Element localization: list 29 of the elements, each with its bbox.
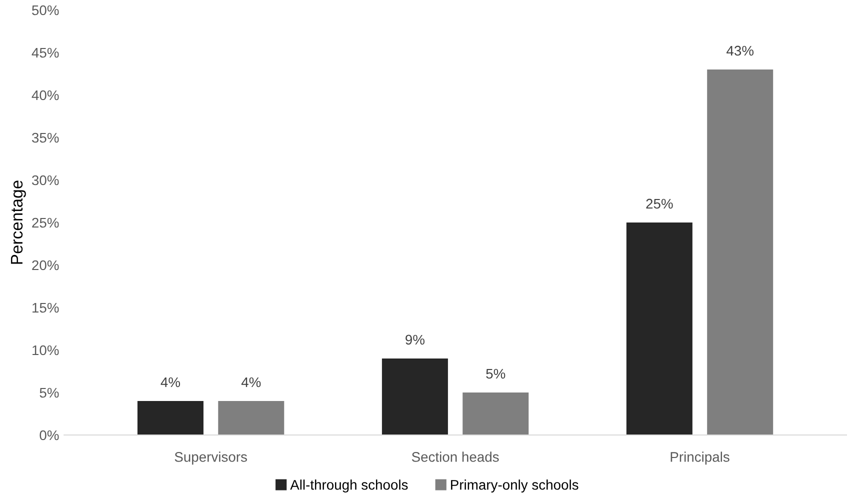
bar: [218, 401, 284, 435]
data-label: 5%: [486, 368, 506, 379]
y-tick-label: 50%: [32, 5, 59, 16]
y-tick-label: 10%: [32, 345, 59, 356]
legend-label: Primary-only schools: [451, 480, 578, 492]
data-label: 43%: [726, 46, 754, 56]
data-label: 25%: [646, 198, 673, 209]
x-tick-label: Section heads: [412, 452, 499, 462]
y-tick-label: 40%: [32, 90, 59, 100]
legend-label: All-through schools: [290, 480, 408, 492]
y-tick-label: 25%: [32, 218, 59, 228]
y-tick-label: 20%: [32, 260, 59, 270]
y-tick-label: 0%: [40, 430, 59, 440]
y-axis-title: Percentage: [10, 180, 26, 264]
y-tick-label: 30%: [32, 175, 59, 186]
bar: [626, 222, 692, 435]
y-tick-label: 35%: [32, 132, 59, 143]
bar: [382, 358, 448, 435]
y-tick-label: 15%: [32, 302, 59, 313]
y-tick-label: 45%: [32, 48, 59, 58]
x-tick-label: Principals: [670, 452, 730, 465]
data-label: 4%: [241, 377, 261, 388]
bar: [137, 401, 204, 435]
x-tick-label: Supervisors: [174, 452, 247, 465]
data-label: 4%: [160, 377, 180, 388]
data-label: 9%: [406, 334, 424, 345]
y-tick-label: 5%: [40, 388, 59, 398]
bar: [707, 70, 774, 435]
bar: [462, 392, 529, 435]
